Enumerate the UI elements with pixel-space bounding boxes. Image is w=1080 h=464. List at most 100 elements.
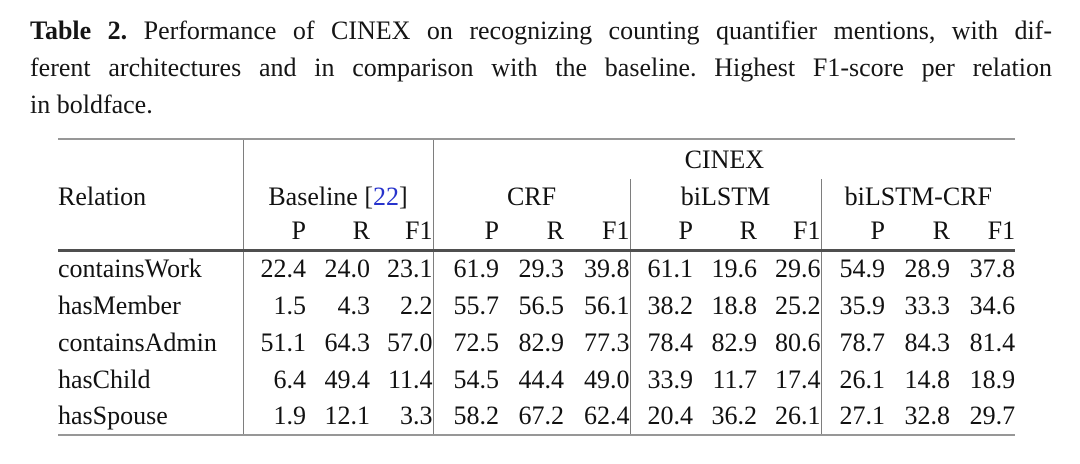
baseline-r-cell: 64.3: [324, 327, 371, 357]
bilstm-p-cell: 61.1: [647, 254, 694, 284]
crf-p-cell: 54.5: [453, 364, 500, 394]
bilstm-crf-f1-cell: 18.9: [969, 364, 1016, 394]
results-table: CINEX Relation Baseline [22] CRF biLSTM …: [58, 138, 1016, 436]
table-row: hasChild 6.4 49.4 11.4 54.5 44.4 49.0 33.9 11.7 1…: [58, 361, 1015, 398]
table-row: hasMember 1.5 4.3 2.2 55.7 56.5 56.1 38.2 18.8 25…: [58, 287, 1015, 324]
bilstm-crf-p-cell: 27.1: [821, 398, 886, 436]
bilstm-crf-f1-cell: 81.4: [969, 327, 1016, 357]
baseline-f1-cell: 3.3: [370, 398, 434, 436]
bilstm-crf-p-cell: 54.9: [839, 254, 886, 284]
bilstm-p-header: P: [630, 214, 694, 252]
bilstm-f1-cell: 26.1: [757, 398, 822, 436]
baseline-r-cell: 4.3: [337, 290, 371, 320]
baseline-r-cell: 49.4: [324, 364, 371, 394]
baseline-f1-cell: 57.0: [370, 324, 434, 361]
bilstm-crf-r-header: R: [885, 214, 951, 252]
cinex-header: CINEX: [684, 144, 765, 174]
crf-p-header: P: [433, 214, 500, 252]
crf-r-cell: 44.4: [518, 364, 565, 394]
crf-p-cell: 72.5: [453, 327, 500, 357]
baseline-group-header: Baseline [22]: [243, 179, 434, 214]
baseline-r-cell: 24.0: [324, 254, 371, 284]
crf-f1-header: F1: [564, 214, 631, 252]
baseline-p-header: P: [243, 214, 306, 252]
spacer-cell: [58, 214, 244, 252]
bilstm-crf-p-cell: 26.1: [839, 364, 886, 394]
citation-bracket-open: [: [364, 181, 374, 211]
bilstm-f1-cell: 25.2: [757, 287, 822, 324]
crf-r-cell: 67.2: [499, 398, 565, 436]
table-caption: Table 2. Performance of CINEX on recogni…: [30, 12, 1052, 123]
header-row-metrics: P R F1 P R F1 P R F1 P R F1: [58, 214, 1016, 252]
header-row-cinex: CINEX: [58, 139, 1015, 179]
bilstm-crf-f1-cell: 37.8: [969, 254, 1016, 284]
bilstm-crf-f1-cell: 34.6: [969, 290, 1016, 320]
bilstm-crf-p-cell: 78.7: [839, 327, 886, 357]
crf-p-cell: 61.9: [453, 254, 500, 284]
bilstm-r-cell: 11.7: [712, 364, 758, 394]
bilstm-p-cell: 20.4: [630, 398, 694, 436]
table-row: containsWork 22.4 24.0 23.1 61.9 29.3 39.8 61.1…: [58, 250, 1015, 287]
baseline-label: Baseline: [268, 181, 358, 211]
baseline-p-cell: 6.4: [273, 364, 307, 394]
caption-text: Performance of CINEX on recognizing coun…: [143, 16, 1052, 45]
crf-r-cell: 29.3: [518, 254, 565, 284]
baseline-f1-cell: 2.2: [370, 287, 434, 324]
baseline-f1-header: F1: [370, 214, 434, 252]
bilstm-p-cell: 78.4: [647, 327, 694, 357]
crf-r-header: R: [499, 214, 565, 252]
baseline-p-cell: 1.9: [243, 398, 306, 436]
baseline-f1-cell: 11.4: [370, 361, 434, 398]
bilstm-r-cell: 36.2: [693, 398, 758, 436]
baseline-p-cell: 22.4: [260, 254, 307, 284]
spacer-cell: [58, 139, 244, 179]
bilstm-f1-cell: 29.6: [757, 250, 822, 287]
bilstm-crf-p-header: P: [821, 214, 886, 252]
caption-line-2: ferent architectures and in comparison w…: [30, 53, 1052, 82]
citation-number[interactable]: 22: [373, 181, 400, 211]
crf-f1-cell: 39.8: [564, 250, 631, 287]
table-row: hasSpouse 1.9 12.1 3.3 58.2 67.2 62.4 20.4 36.2 2…: [58, 398, 1016, 436]
table-row: containsAdmin 51.1 64.3 57.0 72.5 82.9 77.3 78.…: [58, 324, 1015, 361]
bilstm-crf-r-cell: 32.8: [885, 398, 951, 436]
crf-f1-cell: 77.3: [564, 324, 631, 361]
results-table-container: CINEX Relation Baseline [22] CRF biLSTM …: [58, 138, 1016, 436]
relation-cell: hasMember: [58, 287, 244, 324]
bilstm-crf-r-cell: 28.9: [904, 254, 951, 284]
baseline-p-cell: 51.1: [260, 327, 307, 357]
bilstm-crf-f1-cell: 29.7: [950, 398, 1016, 436]
baseline-p-cell: 1.5: [273, 290, 307, 320]
caption-line-3: in boldface.: [30, 90, 153, 119]
spacer-cell: [243, 139, 434, 179]
citation-bracket-close: ]: [399, 181, 408, 211]
baseline-r-cell: 12.1: [306, 398, 370, 436]
bilstm-crf-r-cell: 84.3: [904, 327, 951, 357]
crf-r-cell: 56.5: [518, 290, 565, 320]
relation-cell: containsWork: [58, 250, 244, 287]
bilstm-r-header: R: [693, 214, 758, 252]
bilstm-p-cell: 33.9: [647, 364, 694, 394]
bilstm-group-header: biLSTM: [630, 179, 822, 214]
bilstm-crf-p-cell: 35.9: [839, 290, 886, 320]
baseline-r-header: R: [306, 214, 370, 252]
caption-label: Table 2.: [30, 16, 128, 45]
crf-f1-cell: 62.4: [564, 398, 631, 436]
bilstm-f1-cell: 17.4: [757, 361, 822, 398]
bilstm-r-cell: 18.8: [711, 290, 758, 320]
bilstm-crf-r-cell: 33.3: [904, 290, 951, 320]
crf-p-cell: 58.2: [433, 398, 500, 436]
crf-r-cell: 82.9: [518, 327, 565, 357]
relation-column-header: Relation: [58, 179, 244, 214]
crf-group-header: CRF: [433, 179, 631, 214]
crf-f1-cell: 49.0: [564, 361, 631, 398]
bilstm-crf-f1-header: F1: [950, 214, 1016, 252]
bilstm-crf-group-header: biLSTM-CRF: [844, 181, 992, 211]
bilstm-p-cell: 38.2: [647, 290, 694, 320]
bilstm-r-cell: 82.9: [711, 327, 758, 357]
citation-link-22[interactable]: [22]: [364, 182, 407, 211]
baseline-f1-cell: 23.1: [370, 250, 434, 287]
bilstm-f1-cell: 80.6: [757, 324, 822, 361]
bilstm-crf-r-cell: 14.8: [904, 364, 951, 394]
table-body: containsWork 22.4 24.0 23.1 61.9 29.3 39.8 61.1…: [58, 250, 1016, 436]
